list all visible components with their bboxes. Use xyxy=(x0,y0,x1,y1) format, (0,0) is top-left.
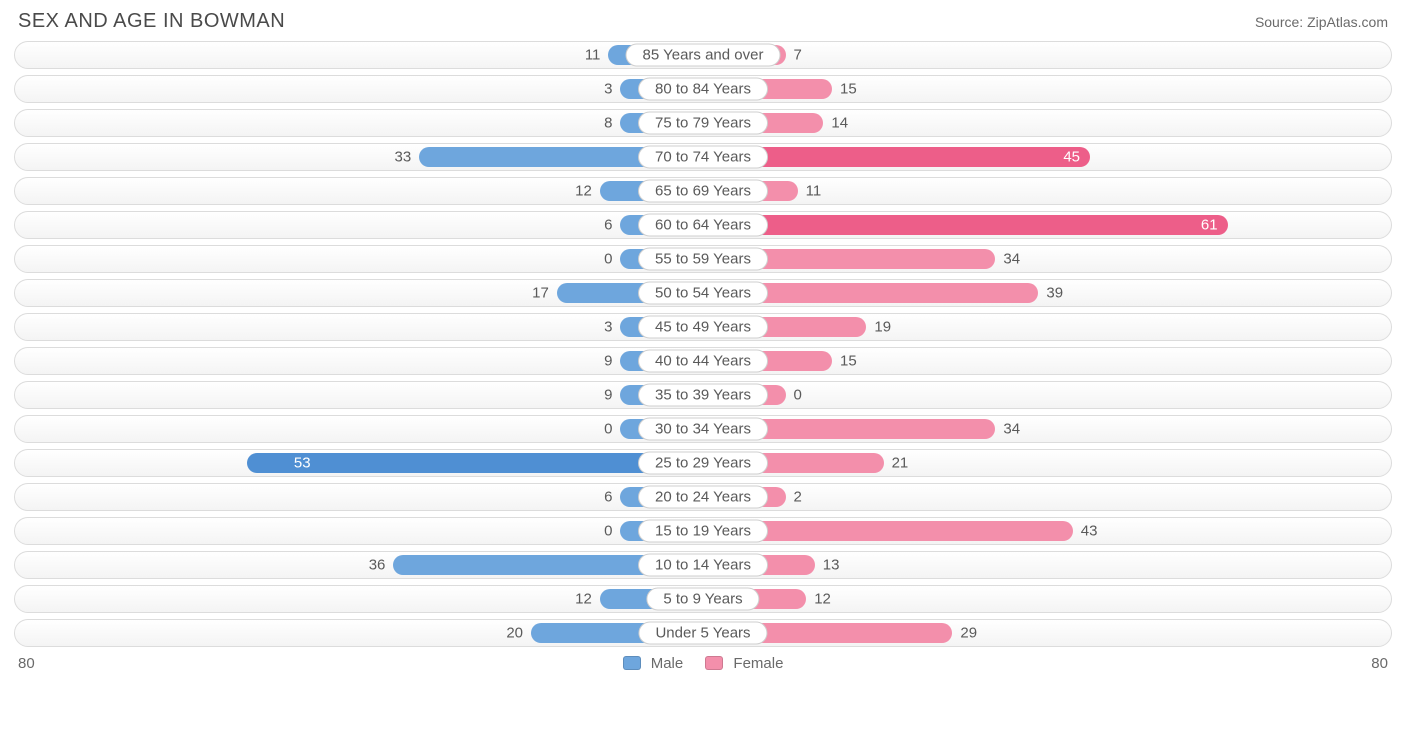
male-value: 6 xyxy=(604,489,620,506)
legend-item-male: Male xyxy=(623,655,684,672)
male-value: 0 xyxy=(604,421,620,438)
age-label: 60 to 64 Years xyxy=(638,214,768,237)
chart-header: SEX AND AGE IN BOWMAN Source: ZipAtlas.c… xyxy=(14,10,1392,41)
age-label: 5 to 9 Years xyxy=(646,588,759,611)
age-label: 10 to 14 Years xyxy=(638,554,768,577)
female-value: 0 xyxy=(786,387,802,404)
age-row: 6 61 60 to 64 Years xyxy=(14,211,1392,239)
age-label: Under 5 Years xyxy=(638,622,767,645)
age-row: 12 12 5 to 9 Years xyxy=(14,585,1392,613)
female-value: 13 xyxy=(815,557,840,574)
axis-max-right: 80 xyxy=(1371,655,1388,672)
age-label: 25 to 29 Years xyxy=(638,452,768,475)
age-row: 33 45 70 to 74 Years xyxy=(14,143,1392,171)
female-value: 34 xyxy=(995,251,1020,268)
age-label: 65 to 69 Years xyxy=(638,180,768,203)
age-row: 53 21 25 to 29 Years xyxy=(14,449,1392,477)
age-label: 35 to 39 Years xyxy=(638,384,768,407)
female-value: 29 xyxy=(952,625,977,642)
male-value: 8 xyxy=(604,115,620,132)
female-value: 43 xyxy=(1073,523,1098,540)
male-value: 33 xyxy=(395,149,420,166)
legend-swatch-female xyxy=(705,656,723,670)
male-value: 12 xyxy=(575,183,600,200)
age-row: 8 14 75 to 79 Years xyxy=(14,109,1392,137)
male-value: 20 xyxy=(506,625,531,642)
male-value: 0 xyxy=(604,251,620,268)
population-pyramid: 11 7 85 Years and over 3 15 80 to 84 Years 8 14… xyxy=(14,41,1392,647)
female-value: 15 xyxy=(832,81,857,98)
age-label: 15 to 19 Years xyxy=(638,520,768,543)
age-row: 9 15 40 to 44 Years xyxy=(14,347,1392,375)
age-label: 40 to 44 Years xyxy=(638,350,768,373)
age-row: 0 43 15 to 19 Years xyxy=(14,517,1392,545)
legend-label-female: Female xyxy=(733,655,783,672)
female-value: 19 xyxy=(866,319,891,336)
age-row: 20 29 Under 5 Years xyxy=(14,619,1392,647)
female-value: 39 xyxy=(1038,285,1063,302)
age-label: 50 to 54 Years xyxy=(638,282,768,305)
male-value: 9 xyxy=(604,353,620,370)
female-value: 34 xyxy=(995,421,1020,438)
legend-label-male: Male xyxy=(651,655,684,672)
male-value: 12 xyxy=(575,591,600,608)
male-value: 17 xyxy=(532,285,557,302)
chart-footer: 80 Male Female 80 xyxy=(14,653,1392,672)
age-label: 75 to 79 Years xyxy=(638,112,768,135)
female-value: 14 xyxy=(823,115,848,132)
male-value: 11 xyxy=(585,47,609,64)
axis-max-left: 80 xyxy=(18,655,35,672)
age-label: 20 to 24 Years xyxy=(638,486,768,509)
male-value: 53 xyxy=(284,455,321,472)
female-value: 15 xyxy=(832,353,857,370)
female-bar xyxy=(703,215,1228,235)
male-value: 0 xyxy=(604,523,620,540)
age-label: 80 to 84 Years xyxy=(638,78,768,101)
age-label: 70 to 74 Years xyxy=(638,146,768,169)
age-row: 17 39 50 to 54 Years xyxy=(14,279,1392,307)
age-label: 85 Years and over xyxy=(626,44,781,67)
female-value: 11 xyxy=(798,183,822,200)
legend: Male Female xyxy=(623,655,784,672)
female-value: 61 xyxy=(1191,217,1228,234)
legend-swatch-male xyxy=(623,656,641,670)
male-value: 3 xyxy=(604,319,620,336)
age-row: 36 13 10 to 14 Years xyxy=(14,551,1392,579)
age-row: 3 19 45 to 49 Years xyxy=(14,313,1392,341)
female-value: 7 xyxy=(786,47,802,64)
age-row: 3 15 80 to 84 Years xyxy=(14,75,1392,103)
chart-title: SEX AND AGE IN BOWMAN xyxy=(18,10,285,33)
age-row: 12 11 65 to 69 Years xyxy=(14,177,1392,205)
female-value: 12 xyxy=(806,591,831,608)
age-label: 55 to 59 Years xyxy=(638,248,768,271)
age-row: 11 7 85 Years and over xyxy=(14,41,1392,69)
age-label: 30 to 34 Years xyxy=(638,418,768,441)
age-label: 45 to 49 Years xyxy=(638,316,768,339)
female-value: 45 xyxy=(1053,149,1090,166)
female-value: 21 xyxy=(884,455,909,472)
age-row: 0 34 55 to 59 Years xyxy=(14,245,1392,273)
age-row: 0 34 30 to 34 Years xyxy=(14,415,1392,443)
chart-source: Source: ZipAtlas.com xyxy=(1255,14,1388,30)
male-value: 9 xyxy=(604,387,620,404)
age-row: 9 0 35 to 39 Years xyxy=(14,381,1392,409)
male-value: 36 xyxy=(369,557,394,574)
legend-item-female: Female xyxy=(705,655,783,672)
age-row: 6 2 20 to 24 Years xyxy=(14,483,1392,511)
male-value: 6 xyxy=(604,217,620,234)
male-value: 3 xyxy=(604,81,620,98)
chart-container: SEX AND AGE IN BOWMAN Source: ZipAtlas.c… xyxy=(0,0,1406,680)
female-value: 2 xyxy=(786,489,802,506)
